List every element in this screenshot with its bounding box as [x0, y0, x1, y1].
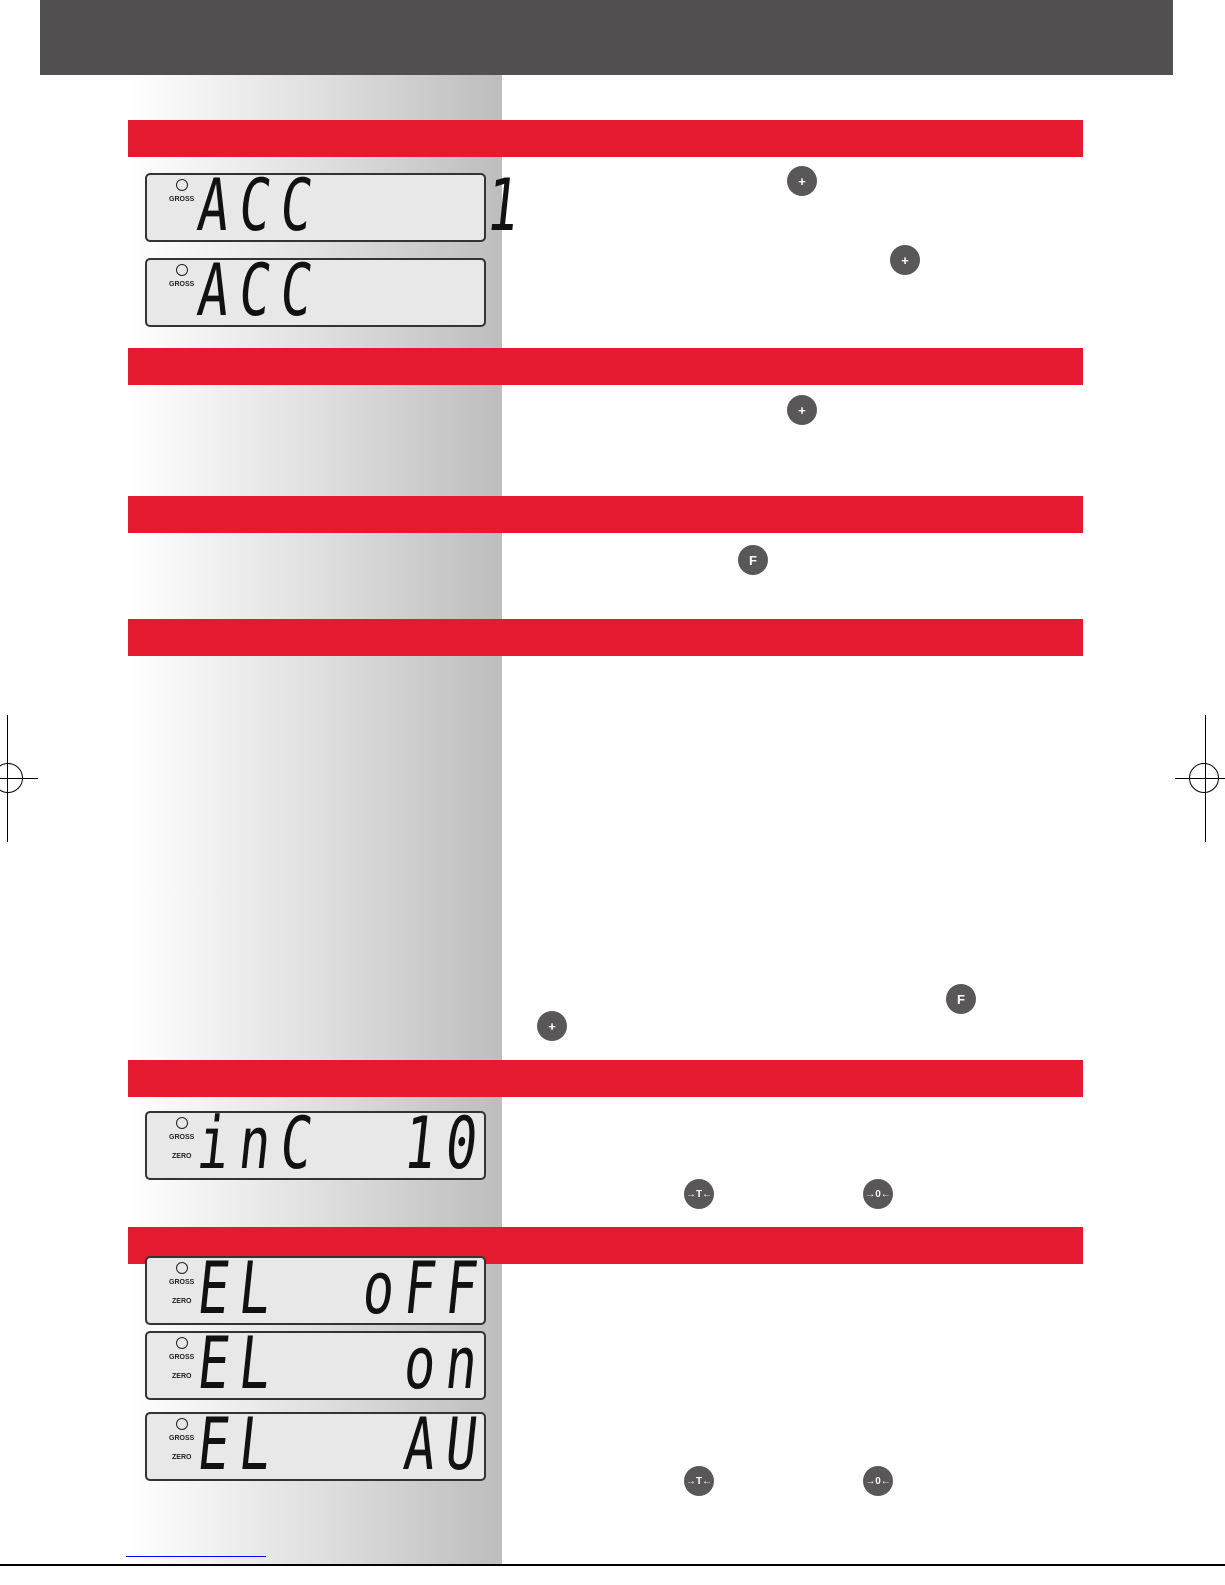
indicator-icon [176, 1262, 188, 1274]
indicator-icon [176, 1418, 188, 1430]
section-bar-2 [128, 348, 1083, 385]
crop-mark-line [1175, 778, 1225, 779]
indicator-icon [176, 264, 188, 276]
section-bar-3 [128, 496, 1083, 533]
lcd-display: GROSS ACC 1 [145, 163, 533, 247]
tare-button-icon: →T← [684, 1466, 714, 1496]
lcd-text: ACC [193, 248, 327, 332]
function-button-icon: F [738, 545, 768, 575]
indicator-icon [176, 1117, 188, 1129]
plus-button-icon: + [787, 395, 817, 425]
lcd-text: inC 10 [193, 1101, 492, 1185]
plus-button-icon: + [537, 1011, 567, 1041]
zero-button-icon: →0← [863, 1179, 893, 1209]
gross-label: GROSS [169, 1279, 195, 1286]
section-bar-4 [128, 619, 1083, 656]
zero-label: ZERO [172, 1454, 192, 1461]
lcd-display: GROSS ACC [145, 248, 486, 332]
link-underline [126, 1556, 266, 1557]
gross-label: GROSS [169, 281, 195, 288]
lcd-display: GROSS ZERO EL on [145, 1321, 492, 1405]
plus-button-icon: + [787, 166, 817, 196]
page-header-band [40, 0, 1173, 75]
lcd-display: GROSS ZERO EL oFF [145, 1246, 492, 1330]
section-bar-1 [128, 120, 1083, 157]
gross-label: GROSS [169, 1354, 195, 1361]
crop-mark-line [1205, 715, 1206, 842]
lcd-text: EL AU [193, 1402, 492, 1486]
zero-label: ZERO [172, 1373, 192, 1380]
trim-line [0, 1564, 1225, 1566]
zero-button-icon: →0← [863, 1466, 893, 1496]
zero-label: ZERO [172, 1298, 192, 1305]
indicator-icon [176, 179, 188, 191]
lcd-display: GROSS ZERO inC 10 [145, 1101, 492, 1185]
crop-mark-line [7, 715, 8, 842]
section-bar-5 [128, 1060, 1083, 1097]
indicator-icon [176, 1337, 188, 1349]
lcd-text: ACC 1 [193, 163, 533, 247]
plus-button-icon: + [890, 245, 920, 275]
tare-button-icon: →T← [684, 1179, 714, 1209]
lcd-text: EL on [193, 1321, 492, 1405]
function-button-icon: F [946, 984, 976, 1014]
crop-mark-line [0, 778, 38, 779]
zero-label: ZERO [172, 1153, 192, 1160]
gross-label: GROSS [169, 1134, 195, 1141]
gross-label: GROSS [169, 1435, 195, 1442]
gross-label: GROSS [169, 196, 195, 203]
lcd-text: EL oFF [193, 1246, 492, 1330]
lcd-display: GROSS ZERO EL AU [145, 1402, 492, 1486]
